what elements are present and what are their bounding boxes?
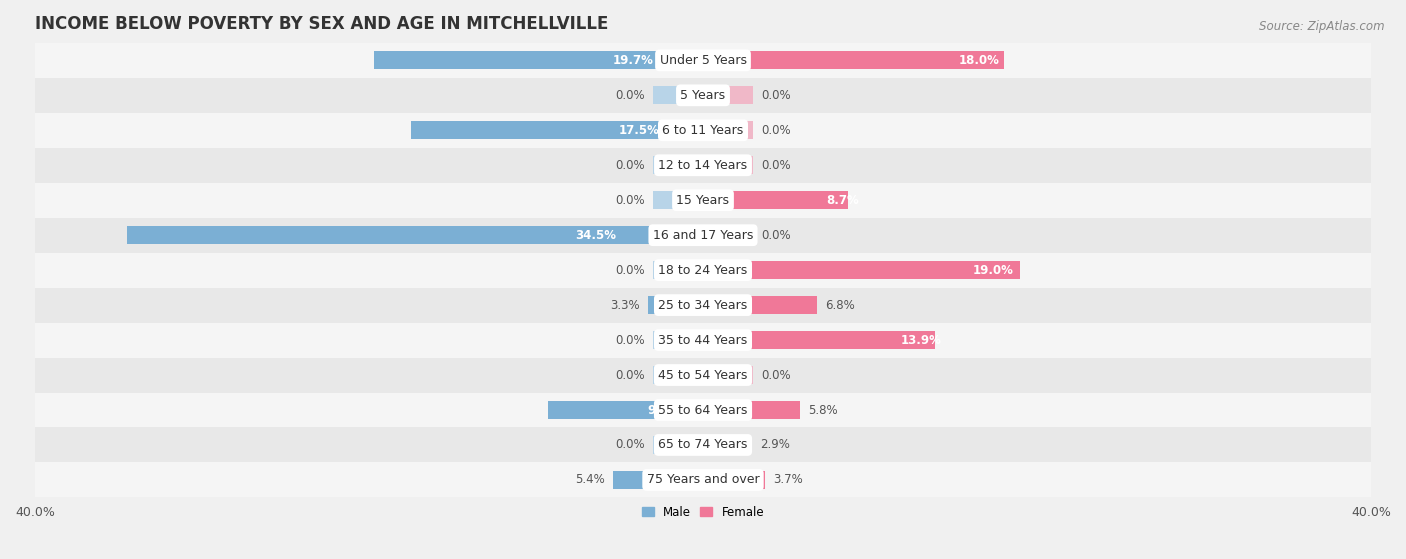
Bar: [652, 156, 703, 174]
Bar: [35, 288, 1371, 323]
Bar: [35, 217, 1371, 253]
Bar: [703, 121, 754, 139]
Text: 45 to 54 Years: 45 to 54 Years: [658, 368, 748, 382]
Text: 12 to 14 Years: 12 to 14 Years: [658, 159, 748, 172]
Bar: [703, 401, 800, 419]
Text: 19.0%: 19.0%: [973, 264, 1014, 277]
Bar: [652, 331, 703, 349]
Bar: [411, 121, 703, 139]
Text: 0.0%: 0.0%: [614, 89, 644, 102]
Text: 9.3%: 9.3%: [647, 404, 679, 416]
Bar: [35, 43, 1371, 78]
Text: 75 Years and over: 75 Years and over: [647, 473, 759, 486]
Text: 0.0%: 0.0%: [614, 334, 644, 347]
Bar: [35, 253, 1371, 288]
Bar: [703, 191, 848, 209]
Bar: [35, 113, 1371, 148]
Legend: Male, Female: Male, Female: [637, 501, 769, 523]
Text: Under 5 Years: Under 5 Years: [659, 54, 747, 67]
Text: 18 to 24 Years: 18 to 24 Years: [658, 264, 748, 277]
Text: 2.9%: 2.9%: [759, 438, 790, 452]
Bar: [703, 51, 1004, 69]
Text: 55 to 64 Years: 55 to 64 Years: [658, 404, 748, 416]
Bar: [703, 156, 754, 174]
Bar: [652, 436, 703, 454]
Bar: [703, 261, 1021, 280]
Text: 8.7%: 8.7%: [827, 194, 859, 207]
Bar: [127, 226, 703, 244]
Text: 35 to 44 Years: 35 to 44 Years: [658, 334, 748, 347]
Bar: [35, 148, 1371, 183]
Bar: [35, 358, 1371, 392]
Bar: [652, 261, 703, 280]
Bar: [35, 78, 1371, 113]
Text: 0.0%: 0.0%: [762, 159, 792, 172]
Text: 18.0%: 18.0%: [959, 54, 1000, 67]
Bar: [703, 226, 754, 244]
Text: 0.0%: 0.0%: [614, 194, 644, 207]
Text: 16 and 17 Years: 16 and 17 Years: [652, 229, 754, 241]
Text: 0.0%: 0.0%: [762, 89, 792, 102]
Bar: [648, 296, 703, 314]
Text: 3.7%: 3.7%: [773, 473, 803, 486]
Text: 0.0%: 0.0%: [762, 368, 792, 382]
Bar: [652, 366, 703, 384]
Text: 0.0%: 0.0%: [762, 229, 792, 241]
Bar: [703, 436, 751, 454]
Bar: [613, 471, 703, 489]
Text: INCOME BELOW POVERTY BY SEX AND AGE IN MITCHELLVILLE: INCOME BELOW POVERTY BY SEX AND AGE IN M…: [35, 15, 609, 33]
Text: 0.0%: 0.0%: [614, 438, 644, 452]
Text: 3.3%: 3.3%: [610, 299, 640, 311]
Bar: [35, 183, 1371, 217]
Bar: [35, 462, 1371, 498]
Bar: [35, 392, 1371, 428]
Text: 0.0%: 0.0%: [762, 124, 792, 137]
Text: 5.8%: 5.8%: [808, 404, 838, 416]
Text: 19.7%: 19.7%: [613, 54, 654, 67]
Bar: [374, 51, 703, 69]
Text: 0.0%: 0.0%: [614, 368, 644, 382]
Text: 6 to 11 Years: 6 to 11 Years: [662, 124, 744, 137]
Text: Source: ZipAtlas.com: Source: ZipAtlas.com: [1260, 20, 1385, 32]
Text: 6.8%: 6.8%: [825, 299, 855, 311]
Text: 17.5%: 17.5%: [619, 124, 659, 137]
Bar: [703, 366, 754, 384]
Bar: [703, 331, 935, 349]
Text: 5.4%: 5.4%: [575, 473, 605, 486]
Text: 5 Years: 5 Years: [681, 89, 725, 102]
Text: 65 to 74 Years: 65 to 74 Years: [658, 438, 748, 452]
Bar: [548, 401, 703, 419]
Text: 0.0%: 0.0%: [614, 264, 644, 277]
Bar: [652, 191, 703, 209]
Bar: [703, 86, 754, 105]
Bar: [703, 296, 817, 314]
Bar: [35, 428, 1371, 462]
Text: 0.0%: 0.0%: [614, 159, 644, 172]
Text: 25 to 34 Years: 25 to 34 Years: [658, 299, 748, 311]
Text: 34.5%: 34.5%: [575, 229, 617, 241]
Bar: [35, 323, 1371, 358]
Text: 13.9%: 13.9%: [900, 334, 941, 347]
Text: 15 Years: 15 Years: [676, 194, 730, 207]
Bar: [652, 86, 703, 105]
Bar: [703, 471, 765, 489]
